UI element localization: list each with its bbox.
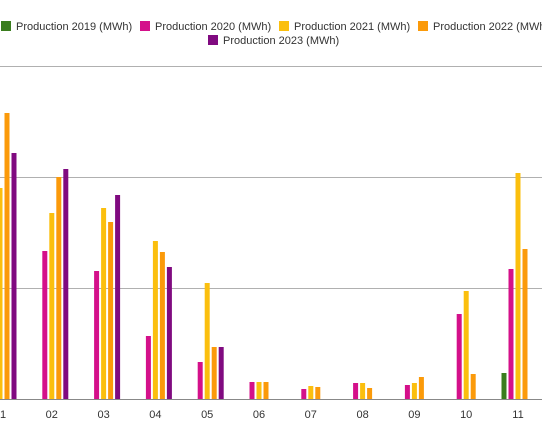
bar <box>94 271 100 399</box>
bar <box>4 113 10 399</box>
bar <box>501 373 507 399</box>
bar <box>218 347 224 399</box>
legend-swatch <box>1 21 11 31</box>
bar <box>353 383 359 399</box>
legend-swatch <box>140 21 150 31</box>
x-axis: 01 02 03 04 05 06 07 08 09 10 11 <box>0 409 524 421</box>
bar <box>404 385 410 399</box>
legend-swatch <box>208 35 218 45</box>
bar <box>166 267 172 399</box>
legend-label: Production 2022 (MWh) <box>433 21 542 33</box>
legend-label: Production 2023 (MWh) <box>223 35 339 47</box>
bar <box>315 387 321 399</box>
bar <box>115 195 121 399</box>
bar <box>49 213 55 399</box>
bar <box>249 382 255 399</box>
bar <box>0 188 3 399</box>
bar <box>63 169 69 399</box>
bar <box>145 336 151 399</box>
x-tick-label: 06 <box>253 409 265 421</box>
legend-label: Production 2020 (MWh) <box>155 21 271 33</box>
x-tick-label: 02 <box>46 409 58 421</box>
bar <box>42 251 48 399</box>
bar <box>470 374 476 399</box>
x-tick-label: 05 <box>201 409 213 421</box>
bar <box>456 314 462 399</box>
chart-gridlines <box>0 66 542 400</box>
bar <box>360 383 366 399</box>
bar <box>204 283 210 399</box>
bar <box>263 382 269 399</box>
x-tick-label: 09 <box>408 409 420 421</box>
bar <box>508 269 514 399</box>
legend-swatch <box>418 21 428 31</box>
chart-legend: Production 2019 (MWh) Production 2020 (MW… <box>1 21 542 47</box>
x-tick-label: 03 <box>97 409 109 421</box>
bar <box>301 389 307 399</box>
bar <box>418 377 424 399</box>
x-tick-label: 10 <box>460 409 472 421</box>
bar <box>308 386 314 399</box>
legend-label: Production 2021 (MWh) <box>294 21 410 33</box>
bar <box>515 173 521 399</box>
bar <box>256 382 262 399</box>
bar <box>152 241 158 399</box>
bar <box>522 249 528 399</box>
chart-bars <box>0 113 528 399</box>
x-tick-label: 01 <box>0 409 6 421</box>
bar <box>463 291 469 399</box>
legend-label: Production 2019 (MWh) <box>16 21 132 33</box>
bar <box>108 222 114 399</box>
bar <box>411 383 417 399</box>
bar <box>101 208 107 399</box>
bar <box>159 252 165 399</box>
bar <box>367 388 373 399</box>
legend-swatch <box>279 21 289 31</box>
bar <box>11 153 17 399</box>
x-tick-label: 11 <box>512 409 523 421</box>
bar <box>211 347 217 399</box>
x-tick-label: 08 <box>356 409 368 421</box>
x-tick-label: 04 <box>149 409 161 421</box>
bar <box>56 177 62 399</box>
x-tick-label: 07 <box>305 409 317 421</box>
bar <box>197 362 203 399</box>
